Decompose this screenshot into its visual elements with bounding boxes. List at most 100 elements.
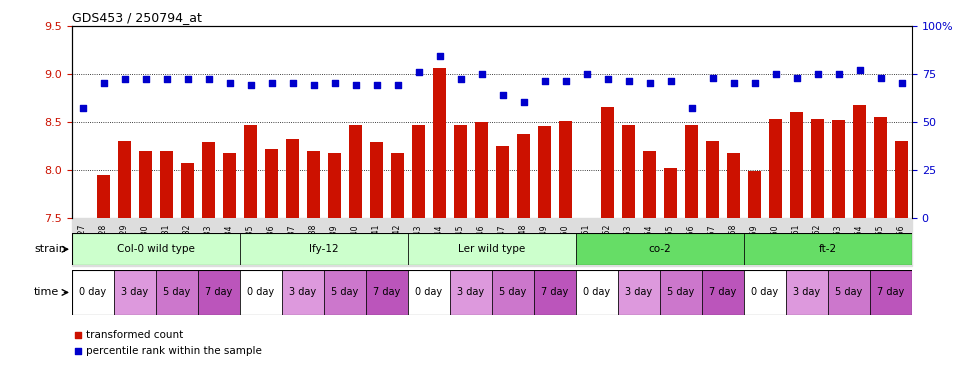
Point: [537, 78, 552, 84]
Bar: [642, 152, 657, 218]
Bar: [433, 68, 446, 218]
Bar: [202, 142, 215, 218]
Text: GDS453 / 250794_at: GDS453 / 250794_at: [72, 11, 202, 25]
Bar: [790, 112, 804, 218]
Bar: [769, 119, 782, 218]
Bar: [138, 150, 153, 218]
Point: [285, 80, 300, 86]
Bar: [306, 150, 321, 218]
Bar: [895, 141, 908, 218]
Text: 3 day: 3 day: [289, 287, 317, 298]
Bar: [810, 119, 825, 218]
Text: 5 day: 5 day: [667, 287, 695, 298]
Bar: [744, 233, 912, 265]
Point: [138, 76, 154, 82]
Point: [411, 69, 426, 75]
Bar: [408, 233, 576, 265]
Text: 3 day: 3 day: [457, 287, 485, 298]
Text: 5 day: 5 day: [163, 287, 191, 298]
Point: [558, 78, 573, 84]
Bar: [72, 233, 240, 265]
Point: [96, 80, 111, 86]
Text: Ler wild type: Ler wild type: [458, 244, 526, 254]
Point: [662, 78, 678, 84]
Point: [494, 92, 510, 98]
Text: co-2: co-2: [649, 244, 671, 254]
Bar: [601, 107, 614, 218]
Point: [222, 80, 237, 86]
Bar: [874, 117, 887, 218]
Point: [621, 78, 636, 84]
Bar: [748, 171, 761, 218]
Bar: [618, 270, 660, 315]
Point: [369, 82, 384, 88]
Bar: [244, 124, 257, 218]
Text: 0 day: 0 day: [416, 287, 443, 298]
Bar: [684, 124, 698, 218]
Point: [516, 100, 531, 105]
Point: [810, 71, 826, 76]
Point: [474, 71, 490, 76]
Text: 7 day: 7 day: [541, 287, 568, 298]
Bar: [366, 270, 408, 315]
Point: [432, 53, 447, 59]
Point: [348, 82, 363, 88]
Point: [180, 76, 195, 82]
Text: percentile rank within the sample: percentile rank within the sample: [86, 347, 262, 356]
Point: [201, 76, 216, 82]
Bar: [538, 127, 551, 218]
Bar: [114, 270, 156, 315]
Text: 7 day: 7 day: [373, 287, 400, 298]
Bar: [516, 134, 530, 218]
Point: [117, 76, 132, 82]
Bar: [198, 270, 240, 315]
Bar: [727, 153, 740, 218]
Point: [600, 76, 615, 82]
Bar: [391, 153, 404, 218]
Bar: [576, 270, 618, 315]
Bar: [828, 270, 870, 315]
Bar: [223, 153, 236, 218]
Text: 0 day: 0 day: [752, 287, 779, 298]
Point: [158, 76, 174, 82]
Bar: [702, 270, 744, 315]
Point: [390, 82, 405, 88]
Text: 7 day: 7 day: [877, 287, 904, 298]
Text: 3 day: 3 day: [793, 287, 821, 298]
Bar: [156, 270, 198, 315]
Point: [264, 80, 279, 86]
Bar: [72, 270, 114, 315]
Bar: [495, 146, 510, 218]
Bar: [744, 270, 786, 315]
Bar: [286, 139, 300, 218]
Text: 5 day: 5 day: [499, 287, 527, 298]
Bar: [786, 270, 828, 315]
Bar: [97, 175, 110, 218]
Point: [326, 80, 342, 86]
Bar: [180, 163, 194, 218]
Bar: [576, 233, 744, 265]
Text: 3 day: 3 day: [625, 287, 653, 298]
Bar: [870, 270, 912, 315]
Bar: [327, 153, 342, 218]
Text: transformed count: transformed count: [86, 330, 183, 340]
Point: [873, 75, 888, 81]
Bar: [831, 120, 846, 218]
Point: [453, 76, 468, 82]
Point: [306, 82, 322, 88]
Bar: [622, 124, 636, 218]
Bar: [282, 270, 324, 315]
Bar: [852, 105, 866, 218]
Point: [768, 71, 783, 76]
Text: lfy-12: lfy-12: [309, 244, 339, 254]
Bar: [454, 124, 468, 218]
Bar: [240, 233, 408, 265]
Point: [357, 124, 372, 130]
Point: [684, 105, 699, 111]
Bar: [660, 270, 702, 315]
Point: [726, 80, 741, 86]
Bar: [663, 168, 678, 218]
Point: [789, 75, 804, 81]
Bar: [534, 270, 576, 315]
Text: 0 day: 0 day: [584, 287, 611, 298]
